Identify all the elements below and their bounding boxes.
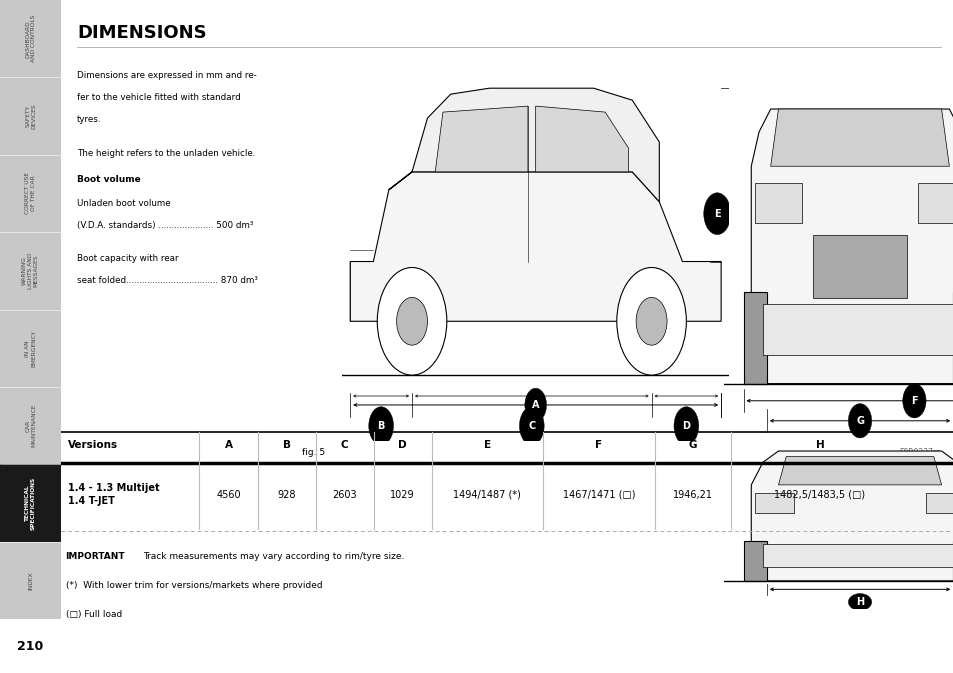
Text: TECHNICAL
SPECIFICATIONS: TECHNICAL SPECIFICATIONS — [25, 476, 36, 530]
Text: IN AN
EMERGENCY: IN AN EMERGENCY — [25, 330, 36, 367]
Text: C: C — [340, 439, 348, 450]
Text: E: E — [483, 439, 491, 450]
Text: (*)  With lower trim for versions/markets where provided: (*) With lower trim for versions/markets… — [66, 581, 322, 590]
Bar — [925, 493, 953, 513]
Text: A: A — [224, 439, 233, 450]
Text: D: D — [397, 439, 407, 450]
Text: Dimensions are expressed in mm and re-: Dimensions are expressed in mm and re- — [77, 71, 256, 79]
Text: 1.4 - 1.3 Multijet
1.4 T-JET: 1.4 - 1.3 Multijet 1.4 T-JET — [68, 483, 160, 506]
Text: IMPORTANT: IMPORTANT — [66, 553, 125, 561]
Text: Boot volume: Boot volume — [77, 175, 141, 184]
Bar — [755, 493, 793, 513]
Bar — [0, 77, 61, 155]
Bar — [0, 155, 61, 232]
Text: DASHBOARD
AND CONTROLS: DASHBOARD AND CONTROLS — [25, 15, 36, 63]
Text: H: H — [855, 597, 863, 607]
Text: Boot capacity with rear: Boot capacity with rear — [77, 254, 178, 262]
Text: CAR
MAINTENANCE: CAR MAINTENANCE — [25, 404, 36, 448]
Polygon shape — [536, 106, 628, 172]
Text: Track measurements may vary according to rim/tyre size.: Track measurements may vary according to… — [143, 553, 404, 561]
Bar — [762, 544, 953, 567]
Text: 2603: 2603 — [332, 489, 356, 499]
Circle shape — [847, 594, 871, 610]
Text: 1946,21: 1946,21 — [672, 489, 712, 499]
Text: A: A — [532, 400, 538, 410]
Bar — [813, 235, 905, 297]
Text: CORRECT USE
OF THE CAR: CORRECT USE OF THE CAR — [25, 172, 36, 215]
Text: 1467/1471 (□): 1467/1471 (□) — [562, 489, 635, 499]
Polygon shape — [778, 457, 941, 485]
Bar — [0, 464, 61, 542]
Text: 1029: 1029 — [390, 489, 415, 499]
Polygon shape — [750, 109, 953, 384]
Text: G: G — [688, 439, 697, 450]
Text: (□) Full load: (□) Full load — [66, 610, 122, 619]
Text: fer to the vehicle fitted with standard: fer to the vehicle fitted with standard — [77, 93, 240, 102]
Bar — [755, 184, 801, 223]
Text: SAFETY
DEVICES: SAFETY DEVICES — [25, 103, 36, 129]
Polygon shape — [770, 109, 948, 166]
Bar — [0, 619, 61, 673]
Circle shape — [396, 297, 427, 345]
Circle shape — [847, 404, 871, 438]
Polygon shape — [750, 451, 953, 581]
Text: DIMENSIONS: DIMENSIONS — [77, 24, 207, 42]
Polygon shape — [350, 172, 720, 321]
Polygon shape — [389, 88, 659, 202]
Text: seat folded................................... 870 dm³: seat folded.............................… — [77, 276, 257, 285]
Text: WARNING
LIGHTS AND
MESSAGES: WARNING LIGHTS AND MESSAGES — [22, 253, 39, 289]
Text: 928: 928 — [277, 489, 295, 499]
Text: Unladen boot volume: Unladen boot volume — [77, 199, 171, 208]
Text: 210: 210 — [17, 639, 44, 653]
Text: fig. 5: fig. 5 — [302, 448, 325, 456]
Text: F: F — [910, 396, 917, 406]
Text: 1482,5/1483,5 (□): 1482,5/1483,5 (□) — [774, 489, 864, 499]
Text: D: D — [681, 421, 690, 431]
Text: B: B — [377, 421, 384, 431]
Circle shape — [518, 406, 543, 445]
Circle shape — [703, 192, 730, 235]
Circle shape — [902, 384, 925, 418]
Text: Versions: Versions — [68, 439, 118, 450]
Bar — [0, 310, 61, 387]
Text: G: G — [855, 416, 863, 426]
Bar — [742, 292, 766, 384]
Bar — [742, 541, 766, 581]
Bar — [0, 232, 61, 310]
Text: C: C — [528, 421, 535, 431]
Text: B: B — [282, 439, 291, 450]
Circle shape — [524, 388, 546, 422]
Bar — [918, 184, 953, 223]
Bar — [0, 542, 61, 619]
Text: The height refers to the unladen vehicle.: The height refers to the unladen vehicle… — [77, 149, 255, 158]
Text: E: E — [713, 209, 720, 219]
Circle shape — [369, 406, 393, 445]
Circle shape — [617, 267, 685, 375]
Bar — [762, 304, 953, 355]
Text: INDEX: INDEX — [28, 571, 33, 590]
Text: tyres.: tyres. — [77, 115, 102, 124]
Text: 1494/1487 (*): 1494/1487 (*) — [453, 489, 521, 499]
Bar — [0, 0, 61, 77]
Circle shape — [673, 406, 698, 445]
Text: H: H — [815, 439, 823, 450]
Bar — [0, 387, 61, 464]
Text: 4560: 4560 — [216, 489, 240, 499]
Text: F0R0237m: F0R0237m — [899, 448, 940, 456]
Polygon shape — [435, 106, 527, 172]
Circle shape — [636, 297, 666, 345]
Text: F: F — [595, 439, 602, 450]
Text: (V.D.A. standards) ..................... 500 dm³: (V.D.A. standards) .....................… — [77, 221, 253, 230]
Circle shape — [376, 267, 446, 375]
